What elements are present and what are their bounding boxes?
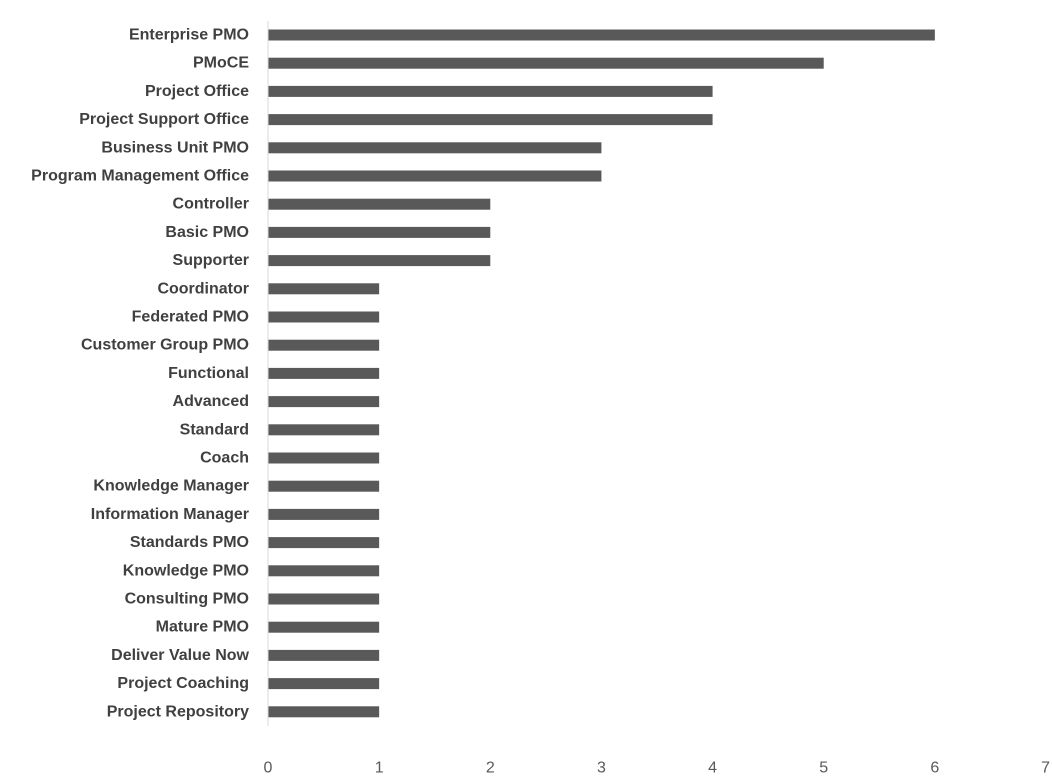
bar xyxy=(268,142,602,154)
category-label: Coordinator xyxy=(157,280,249,297)
category-label: Coach xyxy=(200,450,249,467)
category-label: Project Coaching xyxy=(117,675,249,692)
bar xyxy=(268,255,491,267)
category-label: Business Unit PMO xyxy=(101,139,249,156)
bar xyxy=(268,114,713,126)
category-label: Knowledge Manager xyxy=(93,478,249,495)
category-labels: Enterprise PMO PMoCE Project Office Project… xyxy=(31,27,249,721)
bar xyxy=(268,480,380,492)
x-tick-label: 3 xyxy=(597,760,606,777)
bar xyxy=(268,170,602,182)
bar xyxy=(268,452,380,464)
category-label: Consulting PMO xyxy=(125,591,249,608)
bar xyxy=(268,367,380,379)
category-label: Federated PMO xyxy=(132,309,249,326)
category-label: Basic PMO xyxy=(165,224,249,241)
bar xyxy=(268,424,380,436)
category-label: Controller xyxy=(173,196,249,213)
x-tick-label: 5 xyxy=(819,760,828,777)
bar xyxy=(268,508,380,520)
bar xyxy=(268,565,380,577)
bar xyxy=(268,29,935,41)
bar xyxy=(268,311,380,323)
bar xyxy=(268,396,380,408)
category-label: Information Manager xyxy=(91,506,249,523)
x-tick-label: 0 xyxy=(264,760,273,777)
bar xyxy=(268,57,824,69)
category-label: Functional xyxy=(168,365,249,382)
x-tick-label: 2 xyxy=(486,760,495,777)
category-label: PMoCE xyxy=(193,55,249,72)
category-label: Supporter xyxy=(173,252,249,269)
bar xyxy=(268,283,380,295)
bar xyxy=(268,621,380,633)
x-tick-label: 7 xyxy=(1041,760,1050,777)
bar xyxy=(268,198,491,210)
category-label: Enterprise PMO xyxy=(129,27,249,44)
category-label: Deliver Value Now xyxy=(111,647,249,664)
bar xyxy=(268,593,380,605)
bars-group xyxy=(268,29,935,718)
x-tick-label: 1 xyxy=(375,760,384,777)
category-label: Advanced xyxy=(173,393,249,410)
bar xyxy=(268,85,713,97)
bar xyxy=(268,706,380,718)
bar xyxy=(268,537,380,549)
x-tick-label: 4 xyxy=(708,760,717,777)
bar xyxy=(268,226,491,238)
x-tick-labels: 0 1 2 3 4 5 6 7 xyxy=(264,760,1051,777)
category-label: Standards PMO xyxy=(130,534,249,551)
category-label: Customer Group PMO xyxy=(81,337,249,354)
bar xyxy=(268,649,380,661)
category-label: Standard xyxy=(180,421,249,438)
bar xyxy=(268,339,380,351)
category-label: Knowledge PMO xyxy=(123,562,249,579)
category-label: Program Management Office xyxy=(31,168,249,185)
x-tick-label: 6 xyxy=(930,760,939,777)
category-label: Project Repository xyxy=(107,703,249,720)
category-label: Project Office xyxy=(145,83,249,100)
bar xyxy=(268,678,380,690)
category-label: Project Support Office xyxy=(79,111,249,128)
category-label: Mature PMO xyxy=(156,619,249,636)
